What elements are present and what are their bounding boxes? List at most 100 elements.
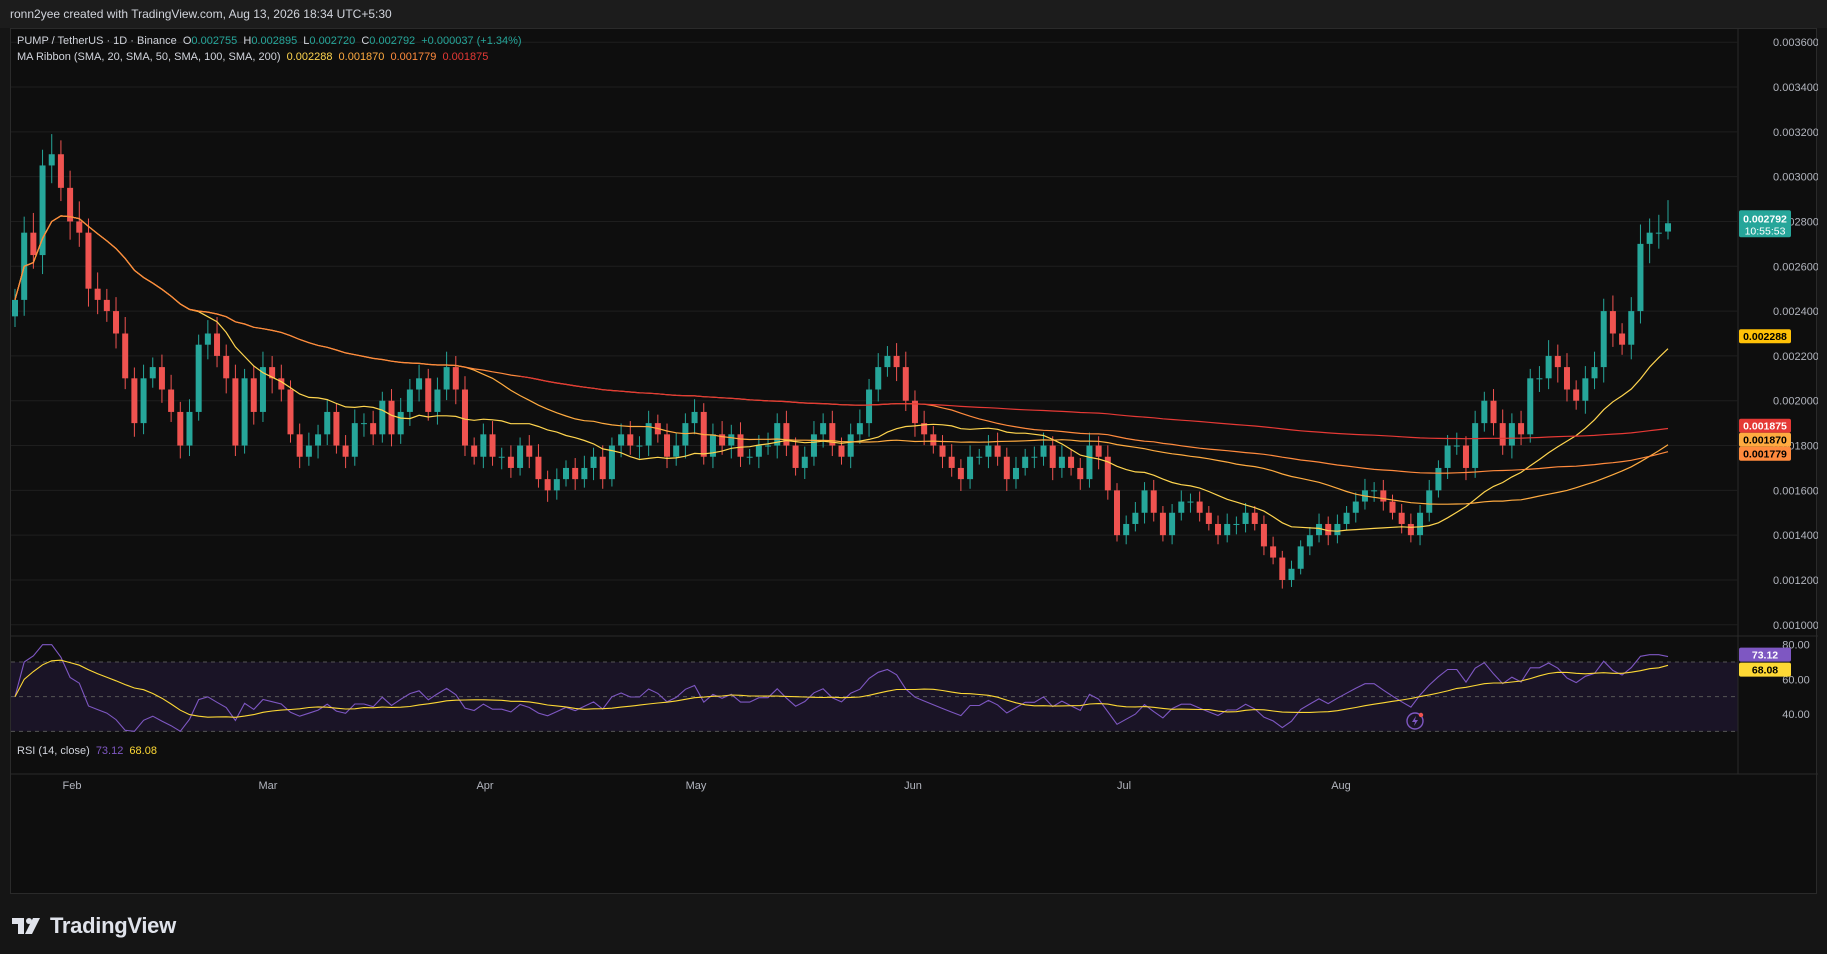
sma100-value: 0.001779 <box>390 51 437 63</box>
candle-body <box>1518 423 1525 435</box>
candle-body <box>333 411 340 446</box>
candle-body <box>1288 568 1295 580</box>
candle-body <box>223 355 230 379</box>
candle-body <box>1022 456 1029 468</box>
candle-body <box>636 445 643 447</box>
candle-body <box>517 445 524 468</box>
candle-body <box>746 456 753 458</box>
price-axis-label: 0.002000 <box>1773 396 1818 408</box>
ma-badge-bg <box>1739 432 1791 447</box>
candle-body <box>1233 523 1240 525</box>
candle-body <box>1554 355 1561 368</box>
candle-body <box>214 333 221 356</box>
candle-body <box>1453 445 1460 447</box>
symbol-name[interactable]: PUMP / TetherUS · 1D · Binance <box>17 35 177 47</box>
price-axis-label: 0.003200 <box>1773 127 1818 139</box>
candle-body <box>1040 445 1047 457</box>
candle-body <box>315 434 322 446</box>
chart-frame[interactable]: 0.003600 0.003400 0.003200 0.003000 0.002800… <box>10 28 1819 895</box>
candle-body <box>911 400 918 424</box>
candle-body <box>342 445 349 457</box>
rsi-pane <box>11 644 1738 733</box>
rsi-ma-value: 68.08 <box>129 745 157 757</box>
candle-body <box>1389 501 1396 513</box>
candle-body <box>1407 523 1414 536</box>
rsi-value: 73.12 <box>95 745 124 757</box>
candle-body <box>1068 456 1075 468</box>
candle-body <box>902 367 909 401</box>
close-label: C <box>361 35 370 47</box>
time-axis-label: Feb <box>63 780 82 792</box>
countdown-badge: 10:55:53 <box>1745 225 1786 237</box>
candle-body <box>774 423 781 446</box>
candle-body <box>67 187 74 222</box>
tradingview-logo[interactable]: TradingView <box>12 913 176 939</box>
candle-body <box>1242 512 1249 524</box>
grid-lines <box>11 29 1818 775</box>
candle-body <box>1316 523 1323 536</box>
candle-body <box>461 389 468 446</box>
candle-body <box>103 299 110 312</box>
candle-body <box>1270 546 1277 558</box>
candle-body <box>1251 512 1258 524</box>
candle-body <box>1472 423 1479 468</box>
ma-ribbon-legend[interactable]: MA Ribbon (SMA, 20, SMA, 50, SMA, 100, S… <box>17 51 491 63</box>
candle-body <box>1609 311 1616 334</box>
candle-body <box>608 445 615 480</box>
candle-body <box>1665 223 1671 232</box>
candle-body <box>1462 445 1469 468</box>
candle-body <box>168 389 175 412</box>
candle-body <box>810 434 817 457</box>
candle-body <box>351 423 358 457</box>
candle-body <box>12 299 18 317</box>
candle-body <box>388 400 395 435</box>
candle-body <box>1380 490 1387 502</box>
candle-body <box>296 434 303 457</box>
chart-canvas[interactable]: 0.0036000.0034000.0032000.0030000.002800… <box>11 29 1819 895</box>
open-label: O <box>182 35 192 47</box>
close-value: 0.002792 <box>369 35 416 47</box>
time-axis-label: Aug <box>1331 780 1351 792</box>
high-value: 0.002895 <box>251 35 298 47</box>
price-axis-label: 0.002400 <box>1773 306 1818 318</box>
candle-body <box>783 423 790 446</box>
candle-body <box>1178 501 1185 513</box>
candle-body <box>645 423 652 446</box>
rsi-badge: 73.12 <box>1752 650 1778 662</box>
candle-body <box>1435 467 1442 491</box>
candle-body <box>1600 311 1607 368</box>
candle-body <box>581 467 588 480</box>
candle-body <box>921 423 928 435</box>
candle-body <box>269 367 276 379</box>
candle-body <box>719 434 726 446</box>
candle-body <box>866 389 873 424</box>
candle-body <box>829 423 836 446</box>
candle-body <box>765 445 772 447</box>
candle-body <box>48 154 55 166</box>
low-value: 0.002720 <box>309 35 356 47</box>
candle-body <box>379 400 386 435</box>
candle-body <box>553 479 560 491</box>
price-axis-label: 0.003600 <box>1773 37 1818 49</box>
candle-body <box>948 456 955 468</box>
rsi-legend[interactable]: RSI (14, close) 73.12 68.08 <box>17 745 160 757</box>
candle-body <box>1481 400 1488 424</box>
candle-body <box>1095 445 1102 457</box>
candle-body <box>563 467 569 480</box>
candle-body <box>590 456 597 468</box>
candle-body <box>1637 243 1644 312</box>
rsi-title: RSI (14, close) <box>17 745 90 757</box>
alert-icon[interactable] <box>1406 712 1424 730</box>
candle-body <box>985 445 992 457</box>
candle-body <box>1490 400 1497 424</box>
rsi-badge-bg <box>1739 647 1791 662</box>
last-price-badge-bg <box>1739 210 1791 238</box>
candle-body <box>186 411 193 446</box>
candle-body <box>535 456 542 480</box>
candle-body <box>792 445 799 468</box>
candle-body <box>122 333 129 379</box>
candle-body <box>1169 512 1176 536</box>
candle-body <box>572 467 579 480</box>
candle-body <box>737 434 744 457</box>
